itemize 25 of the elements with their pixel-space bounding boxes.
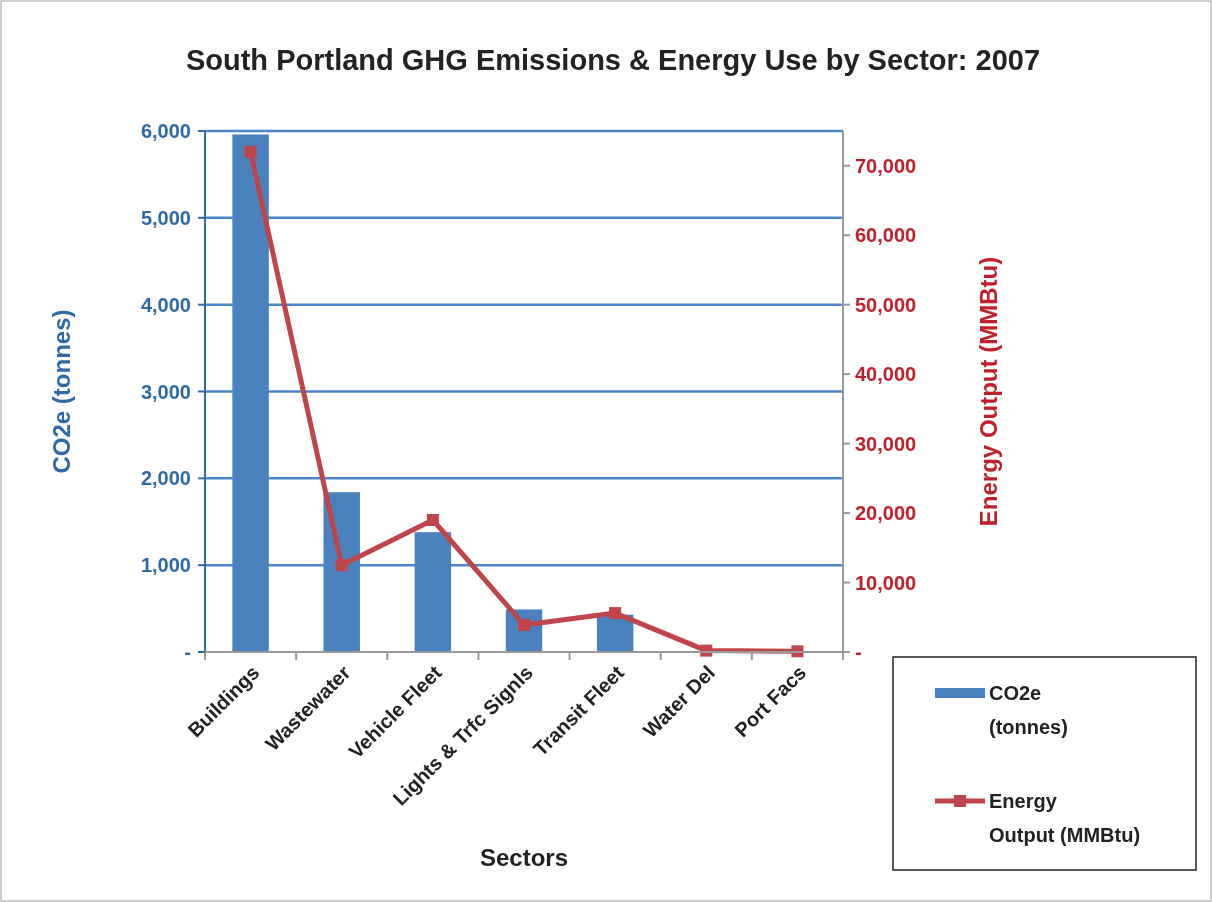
y2-tick-label: 60,000	[855, 224, 917, 247]
y-axis-title: CO2e (tonnes)	[48, 309, 75, 474]
point	[244, 145, 257, 158]
y-tick-label: 1,000	[140, 554, 191, 577]
x-axis-title: Sectors	[479, 844, 569, 871]
legend-label: CO2e (tonnes)	[989, 682, 1068, 738]
y2-tick-label: 20,000	[855, 502, 917, 525]
y2-tick-label: 10,000	[855, 571, 917, 594]
point	[426, 514, 439, 527]
y2-tick-label: 50,000	[855, 293, 917, 316]
y2-tick-label: -	[855, 641, 862, 663]
y2-axis-title: Energy Output (MMBtu)	[975, 256, 1002, 527]
point	[335, 559, 348, 572]
y-tick-label: 3,000	[140, 380, 191, 403]
y-tick-label: 5,000	[140, 206, 191, 229]
y-tick-label: -	[184, 641, 191, 663]
y2-tick-label: 70,000	[855, 154, 917, 177]
point	[609, 607, 622, 620]
chart-title: South Portland GHG Emissions & Energy Use by Sector: 2007	[185, 44, 1041, 76]
y-tick-label: 6,000	[140, 120, 191, 142]
y2-tick-label: 40,000	[855, 363, 917, 386]
y2-tick-label: 30,000	[855, 432, 917, 455]
legend-label: Energy Output (MMBtu)	[989, 790, 1141, 846]
y-tick-label: 4,000	[140, 293, 191, 316]
y-tick-label: 2,000	[140, 467, 191, 490]
